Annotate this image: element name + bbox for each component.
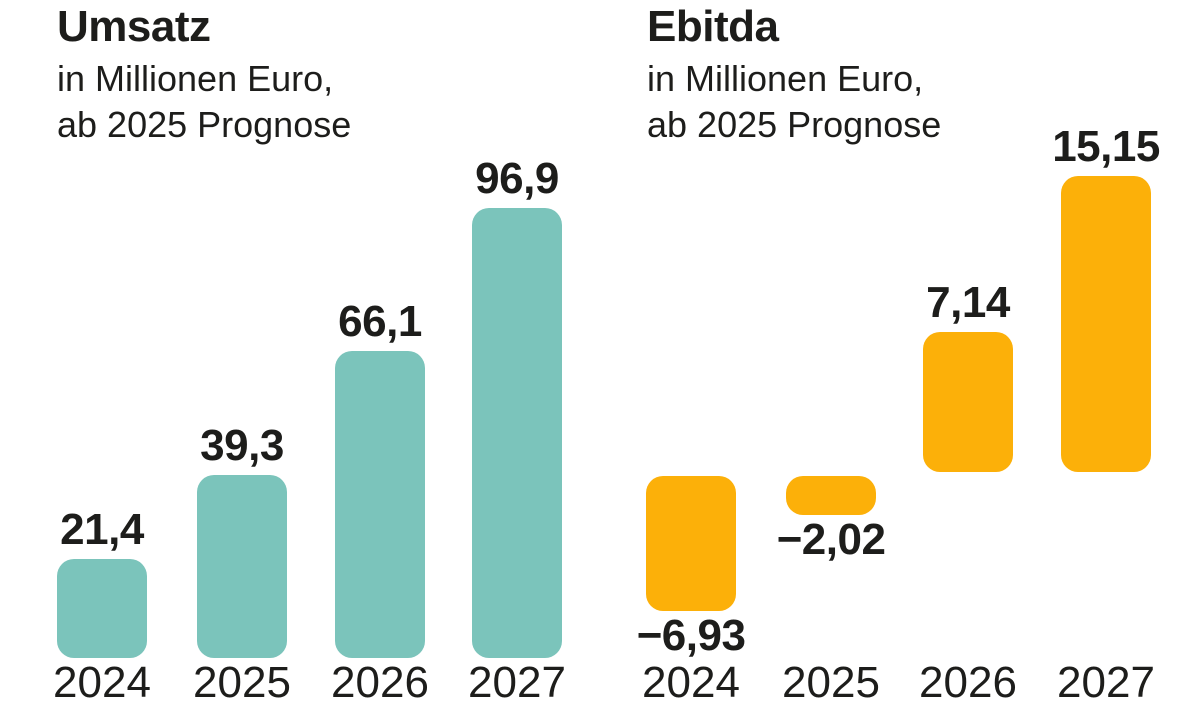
bar-umsatz-2026 bbox=[335, 351, 425, 658]
x-axis-label-ebitda-2027: 2027 bbox=[1057, 658, 1155, 707]
x-axis-label-umsatz-2024: 2024 bbox=[53, 658, 151, 707]
umsatz-chart-title: Umsatz bbox=[57, 2, 211, 51]
value-label-umsatz-2027: 96,9 bbox=[475, 154, 559, 203]
value-label-ebitda-2026: 7,14 bbox=[926, 278, 1010, 327]
ebitda-chart-subtitle: in Millionen Euro, ab 2025 Prognose bbox=[647, 56, 941, 148]
umsatz-chart-header: Umsatz in Millionen Euro, ab 2025 Progno… bbox=[57, 2, 351, 148]
bar-ebitda-2025 bbox=[786, 476, 876, 515]
umsatz-chart-subtitle-line2: ab 2025 Prognose bbox=[57, 104, 352, 145]
ebitda-chart-subtitle-line1: in Millionen Euro, bbox=[647, 58, 924, 99]
bar-umsatz-2024 bbox=[57, 559, 147, 658]
bar-ebitda-2024 bbox=[646, 476, 736, 611]
umsatz-chart-subtitle: in Millionen Euro, ab 2025 Prognose bbox=[57, 56, 351, 148]
value-label-umsatz-2026: 66,1 bbox=[338, 297, 422, 346]
value-label-ebitda-2025: −2,02 bbox=[776, 515, 886, 564]
value-label-umsatz-2025: 39,3 bbox=[200, 421, 284, 470]
x-axis-label-umsatz-2027: 2027 bbox=[468, 658, 566, 707]
ebitda-chart-header: Ebitda in Millionen Euro, ab 2025 Progno… bbox=[647, 2, 941, 148]
value-label-ebitda-2027: 15,15 bbox=[1052, 122, 1160, 171]
value-label-ebitda-2024: −6,93 bbox=[636, 611, 746, 660]
bar-ebitda-2026 bbox=[923, 332, 1013, 472]
umsatz-chart-subtitle-line1: in Millionen Euro, bbox=[57, 58, 334, 99]
bar-umsatz-2027 bbox=[472, 208, 562, 658]
x-axis-label-umsatz-2025: 2025 bbox=[193, 658, 291, 707]
x-axis-label-ebitda-2026: 2026 bbox=[919, 658, 1017, 707]
ebitda-chart-subtitle-line2: ab 2025 Prognose bbox=[647, 104, 942, 145]
x-axis-label-umsatz-2026: 2026 bbox=[331, 658, 429, 707]
bar-ebitda-2027 bbox=[1061, 176, 1151, 472]
bar-umsatz-2025 bbox=[197, 475, 287, 658]
x-axis-label-ebitda-2024: 2024 bbox=[642, 658, 740, 707]
x-axis-label-ebitda-2025: 2025 bbox=[782, 658, 880, 707]
value-label-umsatz-2024: 21,4 bbox=[60, 505, 144, 554]
ebitda-chart-title: Ebitda bbox=[647, 2, 779, 51]
